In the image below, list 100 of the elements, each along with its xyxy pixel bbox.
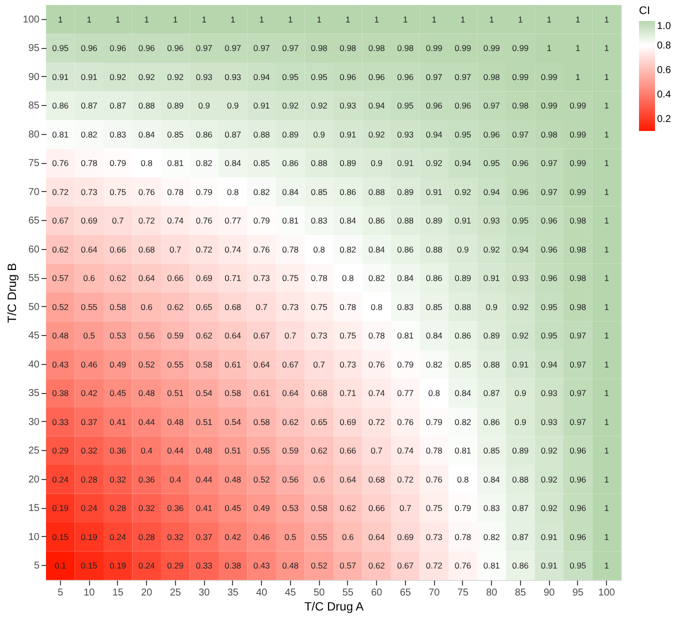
legend-title: CI xyxy=(639,5,650,17)
data-label: 0.96 xyxy=(540,216,558,226)
data-label: 0.83 xyxy=(483,503,500,514)
data-label: 1 xyxy=(576,43,581,54)
data-label: 0.96 xyxy=(570,446,586,456)
data-label: 1 xyxy=(202,14,207,24)
data-label: 0.99 xyxy=(454,43,472,54)
data-label: 0.8 xyxy=(456,474,470,484)
data-label: 0.92 xyxy=(368,129,386,140)
data-label: 1 xyxy=(604,100,610,111)
data-label: 0.82 xyxy=(196,158,213,168)
data-label: 0.88 xyxy=(454,302,472,312)
x-tick-label: 95 xyxy=(572,588,584,598)
data-label: 0.46 xyxy=(253,532,270,542)
y-tick-label: 20 xyxy=(28,474,40,486)
data-label: 1 xyxy=(604,72,610,82)
data-label: 1 xyxy=(546,14,552,24)
data-label: 0.93 xyxy=(224,72,242,82)
data-label: 0.64 xyxy=(340,474,356,484)
data-label: 0.96 xyxy=(167,43,184,54)
data-label: 0.95 xyxy=(52,43,69,54)
data-label: 0.91 xyxy=(80,72,98,82)
data-label: 0.86 xyxy=(483,416,500,427)
x-tick-label: 20 xyxy=(141,588,153,598)
color-bar-label: 1.0 xyxy=(657,21,672,32)
data-label: 0.99 xyxy=(512,72,529,82)
data-label: 0.99 xyxy=(570,129,586,140)
data-label: 0.48 xyxy=(138,388,156,398)
y-tick-label: 45 xyxy=(28,330,40,342)
data-label: 0.62 xyxy=(196,330,213,341)
data-label: 0.36 xyxy=(110,446,126,456)
data-label: 0.78 xyxy=(454,532,472,542)
data-label: 0.58 xyxy=(110,302,126,312)
data-label: 0.75 xyxy=(282,273,299,284)
data-label: 0.88 xyxy=(253,129,270,140)
data-label: 0.8 xyxy=(370,302,383,312)
data-label: 0.83 xyxy=(397,302,414,312)
data-label: 0.73 xyxy=(426,532,443,542)
data-label: 0.85 xyxy=(483,446,500,456)
data-label: 0.62 xyxy=(110,273,126,284)
data-label: 0.72 xyxy=(52,186,69,197)
data-label: 0.43 xyxy=(253,560,270,571)
data-label: 0.93 xyxy=(196,72,213,82)
data-label: 0.7 xyxy=(256,302,268,312)
data-label: 0.89 xyxy=(483,330,500,341)
data-label: 0.92 xyxy=(512,330,529,341)
data-label: 0.82 xyxy=(426,359,443,370)
data-label: 0.48 xyxy=(224,474,242,484)
data-label: 0.49 xyxy=(253,503,270,514)
data-label: 0.5 xyxy=(83,330,96,341)
data-label: 0.82 xyxy=(80,129,98,140)
data-label: 0.98 xyxy=(540,129,558,140)
data-label: 0.84 xyxy=(138,129,156,140)
data-label: 0.64 xyxy=(224,330,242,341)
data-label: 0.86 xyxy=(340,186,356,197)
y-tick-label: 90 xyxy=(28,72,40,83)
x-tick-label: 35 xyxy=(227,588,239,598)
y-tick-label: 40 xyxy=(28,359,40,370)
data-label: 0.15 xyxy=(52,532,69,542)
x-tick-label: 85 xyxy=(514,588,526,598)
data-label: 0.64 xyxy=(138,273,156,284)
data-label: 0.95 xyxy=(540,302,558,312)
data-label: 0.69 xyxy=(340,416,356,427)
data-label: 0.69 xyxy=(196,273,213,284)
data-label: 0.52 xyxy=(52,302,69,312)
data-label: 0.79 xyxy=(454,503,472,514)
data-label: 0.82 xyxy=(368,273,386,284)
data-label: 0.81 xyxy=(167,158,184,168)
data-label: 0.8 xyxy=(313,244,326,254)
data-label: 1 xyxy=(576,14,581,24)
data-label: 0.32 xyxy=(167,532,184,542)
data-label: 0.94 xyxy=(426,129,443,140)
data-label: 0.48 xyxy=(196,446,213,456)
data-label: 1 xyxy=(546,43,552,54)
x-tick-label: 100 xyxy=(598,588,616,598)
data-label: 0.98 xyxy=(340,43,356,54)
data-label: 1 xyxy=(288,14,294,24)
data-label: 0.6 xyxy=(83,273,96,284)
data-label: 0.62 xyxy=(340,503,356,514)
data-label: 0.98 xyxy=(570,244,586,254)
data-label: 0.74 xyxy=(397,446,414,456)
data-label: 0.74 xyxy=(224,244,242,254)
data-label: 0.97 xyxy=(224,43,242,54)
data-label: 0.96 xyxy=(540,244,558,254)
color-bar-label: 0.4 xyxy=(657,89,672,100)
data-label: 0.97 xyxy=(512,129,529,140)
data-label: 0.88 xyxy=(310,158,328,168)
data-label: 1 xyxy=(604,244,610,254)
data-label: 0.19 xyxy=(80,532,98,542)
data-label: 0.7 xyxy=(399,503,412,514)
data-label: 0.98 xyxy=(310,43,328,54)
data-label: 0.57 xyxy=(340,560,356,571)
data-label: 0.99 xyxy=(570,158,586,168)
data-label: 0.84 xyxy=(368,244,386,254)
data-label: 0.95 xyxy=(282,72,299,82)
data-label: 0.94 xyxy=(483,186,500,197)
data-label: 0.76 xyxy=(52,158,69,168)
data-label: 0.95 xyxy=(483,158,500,168)
data-label: 0.96 xyxy=(426,100,443,111)
data-label: 0.79 xyxy=(110,158,126,168)
